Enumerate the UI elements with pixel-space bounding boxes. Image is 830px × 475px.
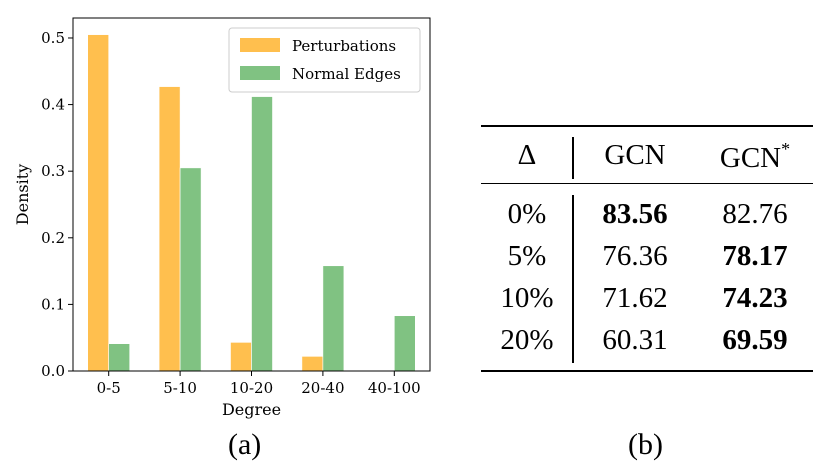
y-tick-label: 0.2: [41, 229, 65, 247]
y-axis-label: Density: [13, 164, 32, 225]
header-gcn-star-sup: *: [781, 139, 791, 159]
bar-perturbations: [158, 86, 181, 372]
bar-perturbations: [301, 356, 324, 372]
header-delta: Δ: [517, 139, 537, 171]
row-delta: 5%: [507, 240, 547, 272]
row-gcn: 60.31: [602, 324, 668, 356]
row-gcn-star: 74.23: [722, 282, 788, 314]
caption-b: (b): [628, 428, 663, 461]
row-gcn: 76.36: [602, 240, 668, 272]
row-delta: 10%: [500, 282, 554, 314]
row-gcn-star: 69.59: [722, 324, 788, 356]
y-tick-label: 0.1: [41, 295, 65, 313]
row-delta: 20%: [500, 324, 554, 356]
bar-chart: 0.0 0.1 0.2 0.3 0.4 0.5 0-5 5-10 10-20 20-40 40-10…: [13, 17, 431, 419]
bar-normal-edges: [322, 265, 345, 372]
header-gcn-star-label: GCN: [719, 142, 782, 174]
bar-perturbations: [87, 34, 109, 372]
x-tick-label: 5-10: [163, 379, 197, 397]
header-gcn: GCN: [604, 139, 666, 171]
row-delta: 0%: [507, 198, 547, 230]
legend-label: Normal Edges: [292, 65, 401, 83]
legend-swatch: [240, 38, 280, 52]
x-tick-label: 40-100: [368, 379, 421, 397]
table-bottom-rule: [481, 370, 813, 372]
caption-a: (a): [228, 428, 262, 461]
header-gcn-star: GCN*: [695, 139, 815, 175]
legend-label: Perturbations: [292, 37, 396, 55]
table-header-divider: [572, 137, 574, 179]
x-axis-label: Degree: [222, 400, 281, 419]
bar-normal-edges: [179, 167, 202, 372]
y-tick-label: 0.4: [41, 96, 65, 114]
results-table: Δ GCN GCN* 0% 83.56 82.76 5% 76.36 78.17 10% 71…: [481, 125, 813, 373]
table-body-divider: [572, 195, 574, 363]
bar-normal-edges: [251, 96, 273, 372]
y-tick-label: 0.0: [41, 362, 65, 380]
x-tick-label: 10-20: [230, 379, 273, 397]
table-header-rule: [481, 183, 813, 185]
bar-normal-edges: [108, 343, 130, 372]
bar-perturbations: [230, 342, 252, 372]
row-gcn-star: 82.76: [722, 198, 788, 230]
legend-swatch: [240, 66, 280, 80]
x-tick-label: 20-40: [301, 379, 344, 397]
row-gcn: 83.56: [602, 198, 668, 230]
row-gcn-star: 78.17: [722, 240, 788, 272]
table-top-rule: [481, 125, 813, 127]
row-gcn: 71.62: [602, 282, 668, 314]
bar-normal-edges: [393, 315, 416, 372]
x-tick-label: 0-5: [97, 379, 121, 397]
y-tick-label: 0.5: [41, 29, 65, 47]
y-tick-label: 0.3: [41, 162, 65, 180]
